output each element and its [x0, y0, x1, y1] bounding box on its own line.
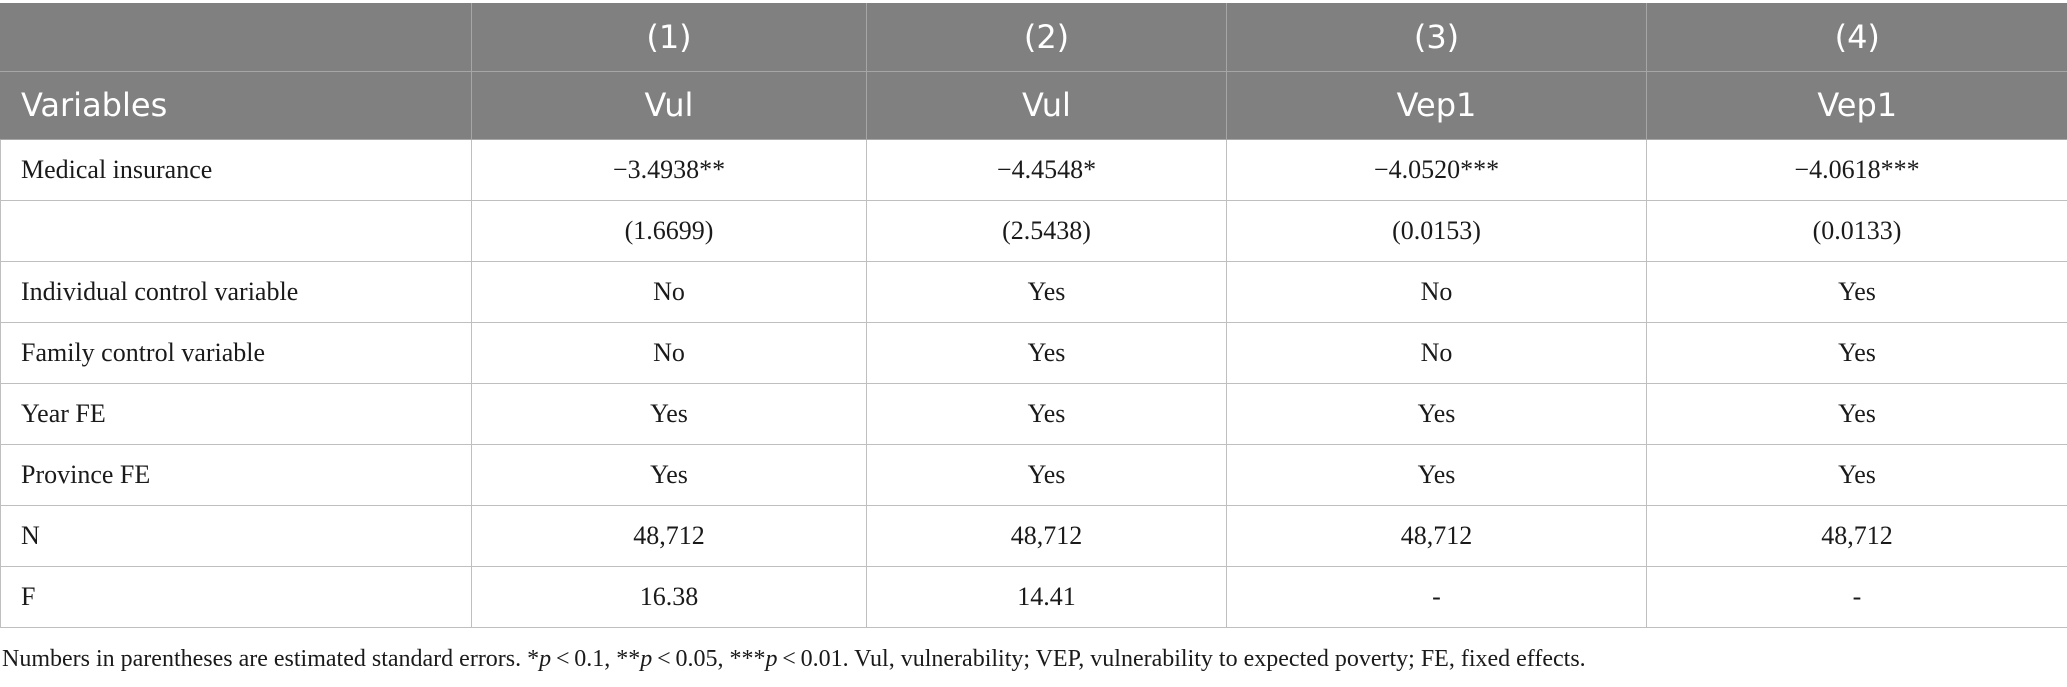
table-cell: 14.41 [866, 565, 1227, 628]
header-label-cell: Vul [471, 71, 867, 140]
header-number-cell: (4) [1646, 3, 2067, 72]
table-cell: Yes [866, 260, 1227, 323]
table-cell: Yes [866, 382, 1227, 445]
header-number-cell: (1) [471, 3, 867, 72]
header-label-cell: Variables [0, 71, 472, 140]
table-header: (1) (2) (3) (4) Variables Vul Vul Vep1 V… [0, 3, 2067, 140]
header-row-labels: Variables Vul Vul Vep1 Vep1 [0, 71, 2067, 140]
table-cell: (0.0153) [1226, 199, 1647, 262]
header-label-cell: Vul [866, 71, 1227, 140]
table-cell: Yes [1226, 443, 1647, 506]
row-label: Family control variable [0, 321, 472, 384]
table-cell: Yes [1226, 382, 1647, 445]
table-row: F 16.38 14.41 - - [0, 565, 2067, 628]
table-cell: Yes [866, 321, 1227, 384]
row-label [0, 199, 472, 262]
table-cell: −3.4938** [471, 138, 867, 201]
table-cell: No [471, 321, 867, 384]
table-footnote: Numbers in parentheses are estimated sta… [2, 646, 1586, 673]
table-cell: Yes [1646, 321, 2067, 384]
regression-table: (1) (2) (3) (4) Variables Vul Vul Vep1 V… [0, 3, 2067, 628]
table-row: Medical insurance −3.4938** −4.4548* −4.… [0, 138, 2067, 201]
table-cell: Yes [866, 443, 1227, 506]
header-label-cell: Vep1 [1226, 71, 1647, 140]
row-label: Year FE [0, 382, 472, 445]
header-row-numbers: (1) (2) (3) (4) [0, 3, 2067, 72]
table-cell: −4.4548* [866, 138, 1227, 201]
footnote-text: < 0.1, ** [551, 646, 641, 672]
footnote-p-symbol: p [765, 646, 778, 672]
row-label: Province FE [0, 443, 472, 506]
table-cell: 48,712 [1226, 504, 1647, 567]
table-cell: - [1226, 565, 1647, 628]
footnote-p-symbol: p [539, 646, 552, 672]
header-number-cell: (3) [1226, 3, 1647, 72]
table-cell: (1.6699) [471, 199, 867, 262]
header-number-cell [0, 3, 472, 72]
table-cell: Yes [1646, 443, 2067, 506]
footnote-text: < 0.01. Vul, vulnerability; VEP, vulnera… [777, 646, 1586, 672]
table-cell: (2.5438) [866, 199, 1227, 262]
table-cell: −4.0520*** [1226, 138, 1647, 201]
table-cell: - [1646, 565, 2067, 628]
row-label: Medical insurance [0, 138, 472, 201]
row-label: Individual control variable [0, 260, 472, 323]
regression-table-container: (1) (2) (3) (4) Variables Vul Vul Vep1 V… [0, 3, 2067, 628]
table-cell: (0.0133) [1646, 199, 2067, 262]
table-cell: 16.38 [471, 565, 867, 628]
table-cell: No [1226, 321, 1647, 384]
table-cell: −4.0618*** [1646, 138, 2067, 201]
table-row: (1.6699) (2.5438) (0.0153) (0.0133) [0, 199, 2067, 262]
header-number-cell: (2) [866, 3, 1227, 72]
footnote-p-symbol: p [640, 646, 653, 672]
footnote-text: Numbers in parentheses are estimated sta… [2, 646, 540, 672]
table-cell: No [1226, 260, 1647, 323]
row-label: F [0, 565, 472, 628]
row-label: N [0, 504, 472, 567]
table-cell: 48,712 [471, 504, 867, 567]
table-body: Medical insurance −3.4938** −4.4548* −4.… [0, 138, 2067, 628]
table-cell: Yes [1646, 382, 2067, 445]
table-row: Year FE Yes Yes Yes Yes [0, 382, 2067, 445]
footnote-text: < 0.05, *** [652, 646, 766, 672]
table-cell: Yes [1646, 260, 2067, 323]
table-row: N 48,712 48,712 48,712 48,712 [0, 504, 2067, 567]
table-cell: 48,712 [1646, 504, 2067, 567]
table-cell: No [471, 260, 867, 323]
table-row: Province FE Yes Yes Yes Yes [0, 443, 2067, 506]
table-row: Family control variable No Yes No Yes [0, 321, 2067, 384]
table-cell: Yes [471, 443, 867, 506]
table-cell: 48,712 [866, 504, 1227, 567]
header-label-cell: Vep1 [1646, 71, 2067, 140]
table-cell: Yes [471, 382, 867, 445]
table-row: Individual control variable No Yes No Ye… [0, 260, 2067, 323]
